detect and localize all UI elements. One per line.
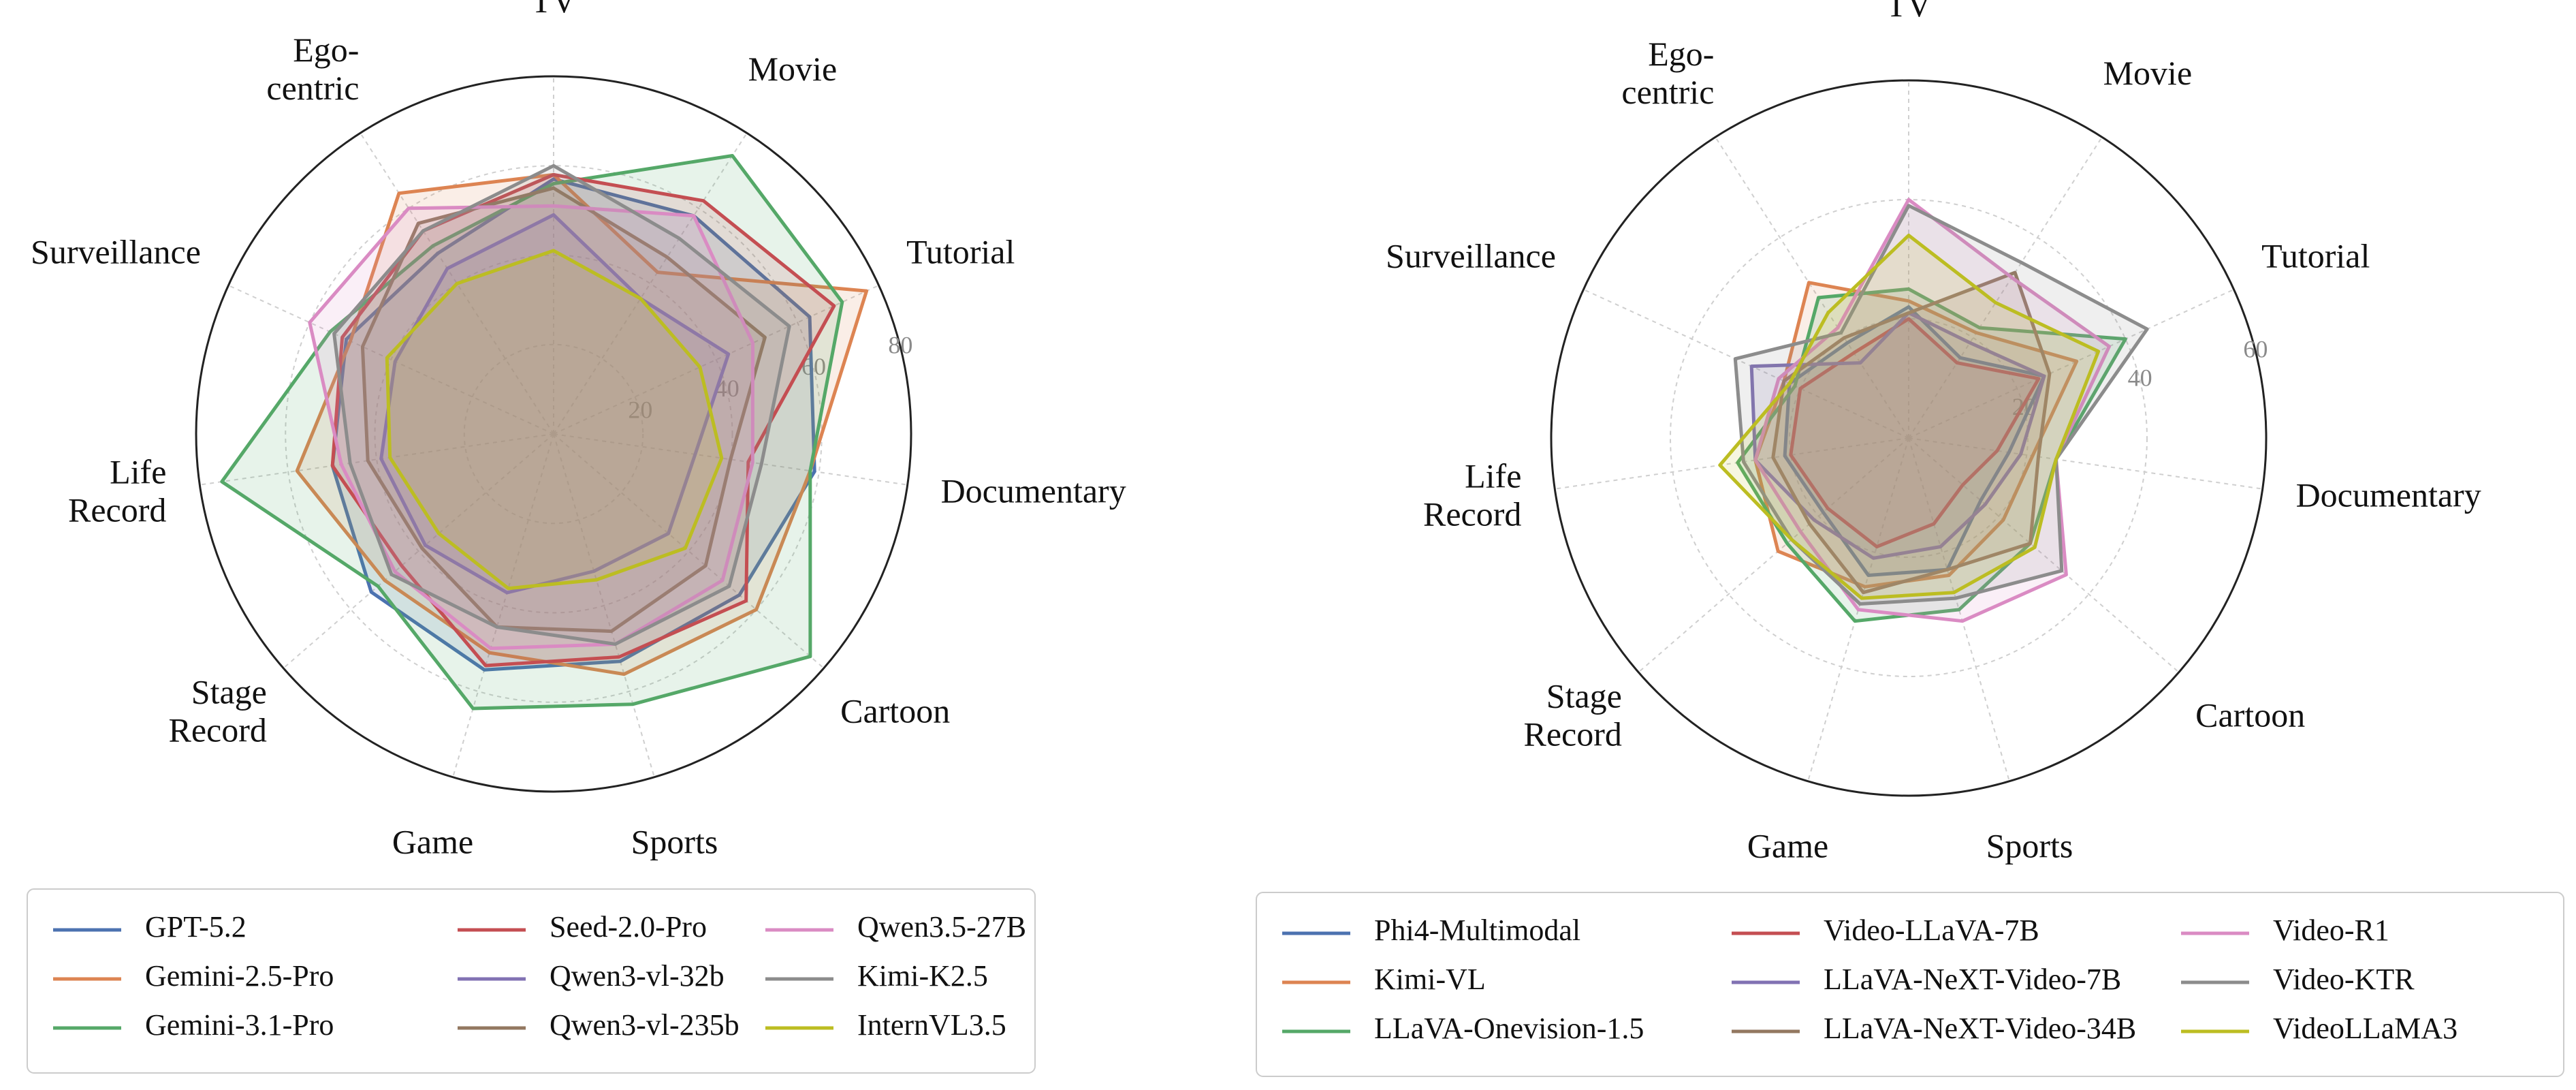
legend-label-gemini-2-5-pro: Gemini-2.5-Pro — [145, 959, 334, 993]
grid-spoke — [553, 433, 655, 778]
grid-ring — [463, 343, 644, 525]
grid-spoke — [1807, 437, 1909, 782]
category-label-sports: Sports — [1986, 827, 2073, 865]
series-internvl3-5-polygon — [385, 249, 724, 591]
category-label-tv: TV — [531, 0, 577, 20]
legend-label-video-llava-7b: Video-LLaVA-7B — [1824, 914, 2039, 947]
series-video-llava-7b-polygon — [1789, 317, 2041, 548]
legend-label-qwen3-vl-235b: Qwen3-vl-235b — [550, 1008, 740, 1042]
category-label-cartoon: Cartoon — [2195, 696, 2305, 734]
legend-label-qwen3-vl-32b: Qwen3-vl-32b — [550, 959, 725, 993]
series-qwen3-vl-32b-polygon — [379, 213, 731, 595]
grid-spoke — [553, 284, 879, 435]
legend-label-kimi-k2-5: Kimi-K2.5 — [857, 959, 988, 993]
grid-spoke — [452, 433, 554, 778]
legend-label-internvl3-5: InternVL3.5 — [857, 1008, 1006, 1042]
category-label-cartoon: Cartoon — [840, 692, 950, 730]
category-label-life-record: Life Record — [68, 453, 166, 529]
series-video-r1-polygon — [1753, 198, 2111, 623]
legend: Phi4-Multimodal Kimi-VL LLaVA-Onevision-1.… — [1256, 892, 2564, 1077]
category-label-game: Game — [1747, 827, 1828, 865]
legend-label-video-ktr: Video-KTR — [2273, 963, 2415, 996]
grid-spoke — [1908, 136, 2103, 439]
legend-label-video-r1: Video-R1 — [2273, 914, 2389, 947]
legend-label-qwen3-5-27b: Qwen3.5-27B — [857, 910, 1026, 944]
category-label-game: Game — [392, 823, 473, 861]
r-tick-label: 60 — [2243, 335, 2268, 362]
legend-label-llava-next-video-34b: LLaVA-NeXT-Video-34B — [1824, 1012, 2136, 1045]
legend-label-gemini-3-1-pro: Gemini-3.1-Pro — [145, 1008, 334, 1042]
grid-spoke — [553, 433, 908, 486]
category-label-surveillance: Surveillance — [31, 233, 201, 271]
outer-ring — [1550, 79, 2268, 797]
grid-spoke — [1908, 437, 2180, 673]
category-label-ego-centric: Ego-centric — [266, 31, 359, 107]
series-videollama3-polygon — [1718, 234, 2101, 600]
legend-label-seed-2-0-pro: Seed-2.0-Pro — [550, 910, 707, 944]
grid-spoke — [1715, 136, 1909, 439]
legend-label-phi4-multimodal: Phi4-Multimodal — [1374, 914, 1580, 947]
category-label-tutorial: Tutorial — [906, 233, 1015, 271]
grid-spoke — [1638, 437, 1909, 673]
grid-spoke — [1908, 437, 2010, 782]
legend-label-llava-next-video-7b: LLaVA-NeXT-Video-7B — [1824, 963, 2121, 996]
radar-chart-right: 204060TVMovieTutorialDocumentaryCartoonS… — [1256, 0, 2564, 1077]
series-gpt-5-2-polygon — [330, 177, 816, 672]
radar-chart-left: 20406080TVMovieTutorialDocumentaryCartoo… — [27, 0, 1126, 1074]
category-label-documentary: Documentary — [941, 472, 1126, 510]
legend-label-kimi-vl: Kimi-VL — [1374, 963, 1486, 996]
series-qwen3-5-27b-polygon — [308, 204, 754, 651]
category-label-tutorial: Tutorial — [2261, 237, 2370, 275]
category-label-surveillance: Surveillance — [1386, 237, 1556, 275]
r-tick-label: 80 — [888, 331, 912, 358]
category-label-sports: Sports — [631, 823, 718, 861]
grid-spoke — [553, 132, 748, 435]
grid-spoke — [1555, 437, 1909, 490]
grid-spoke — [553, 433, 825, 669]
r-tick-label: 40 — [2128, 364, 2152, 392]
category-label-life-record: Life Record — [1423, 457, 1521, 533]
category-label-stage-record: Stage Record — [1523, 677, 1621, 753]
series-kimi-k2-5-polygon — [332, 164, 791, 646]
category-label-movie: Movie — [2103, 54, 2193, 92]
series-qwen3-vl-235b-polygon — [360, 186, 767, 634]
legend: GPT-5.2 Gemini-2.5-Pro Gemini-3.1-Pro Seed-… — [27, 888, 1036, 1074]
grid-spoke — [1908, 288, 2234, 439]
grid-spoke — [228, 284, 554, 435]
grid-spoke — [200, 433, 554, 486]
series-seed-2-0-pro-polygon — [330, 172, 836, 668]
category-label-movie: Movie — [748, 50, 838, 88]
category-label-documentary: Documentary — [2296, 476, 2481, 514]
grid-spoke — [1583, 288, 1909, 439]
grid-spoke — [283, 433, 554, 669]
category-label-ego-centric: Ego-centric — [1621, 35, 1714, 111]
legend-label-llava-onevision-1-5: LLaVA-Onevision-1.5 — [1374, 1012, 1644, 1045]
series-llava-next-video-7b-polygon — [1749, 311, 2046, 560]
category-label-tv: TV — [1886, 0, 1932, 24]
grid-ring — [1789, 318, 2029, 558]
outer-ring — [195, 75, 912, 793]
legend-label-videollama3: VideoLLaMA3 — [2273, 1012, 2458, 1045]
grid-spoke — [1908, 437, 2263, 490]
category-label-stage-record: Stage Record — [168, 673, 266, 749]
legend-label-gpt-5-2: GPT-5.2 — [145, 910, 247, 944]
r-tick-label: 20 — [628, 396, 652, 424]
grid-spoke — [360, 132, 554, 435]
grid-ring — [374, 254, 733, 614]
